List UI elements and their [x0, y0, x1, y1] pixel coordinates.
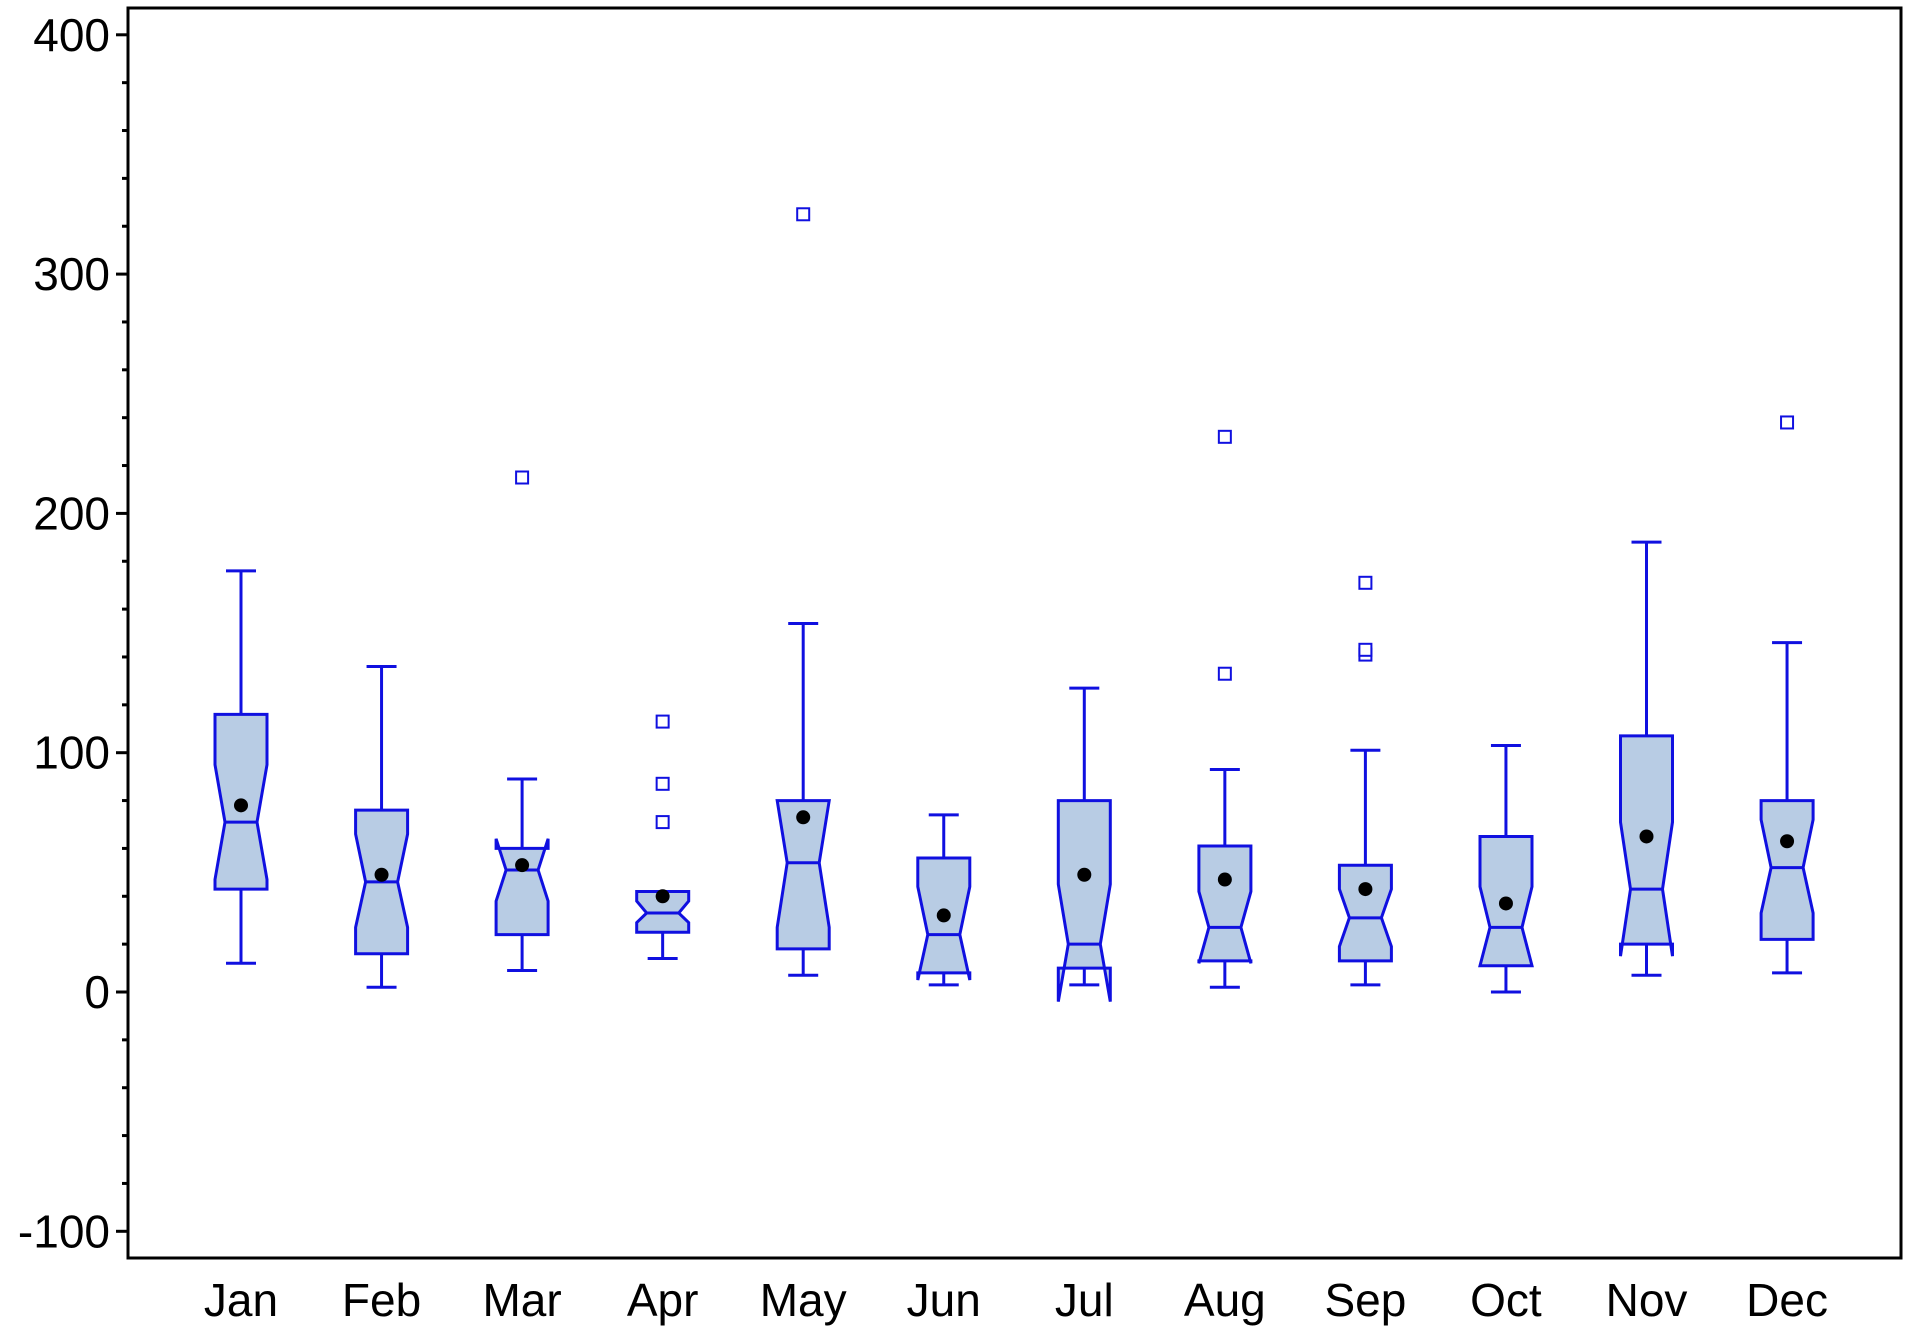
x-tick-label-aug: Aug — [1184, 1274, 1266, 1326]
notched-box — [1337, 863, 1393, 963]
y-tick-label: 300 — [33, 248, 110, 300]
mean-marker — [1498, 896, 1513, 911]
mean-marker — [1780, 834, 1795, 849]
x-tick-label-nov: Nov — [1606, 1274, 1688, 1326]
box-series — [213, 207, 1815, 1002]
x-tick-label-jun: Jun — [907, 1274, 981, 1326]
mean-marker — [234, 798, 248, 813]
mean-marker — [374, 867, 389, 882]
notched-box — [1619, 734, 1674, 957]
y-axis: 400 300 200 100 0 -100 — [18, 9, 128, 1257]
mean-marker — [655, 889, 670, 904]
outlier-marker — [1217, 666, 1232, 681]
box-mar — [494, 470, 550, 972]
mean-marker — [936, 908, 951, 923]
outlier-marker — [1780, 415, 1795, 430]
outlier-marker — [655, 714, 670, 729]
outlier-marker — [515, 470, 530, 485]
mean-marker — [1358, 882, 1373, 897]
x-axis: Jan Feb Mar Apr May Jun Jul Aug Sep Oct Nov Dec — [204, 1274, 1828, 1326]
box-may — [775, 207, 831, 977]
notched-box — [1056, 799, 1112, 1002]
x-tick-label-oct: Oct — [1470, 1274, 1542, 1326]
mean-marker — [1639, 829, 1654, 844]
x-tick-label-apr: Apr — [627, 1274, 699, 1326]
box-aug — [1197, 429, 1253, 989]
y-tick-label: 400 — [33, 9, 110, 61]
notched-box — [494, 838, 550, 937]
outlier-marker — [655, 776, 670, 791]
box-dec — [1759, 415, 1815, 975]
x-tick-label-mar: Mar — [482, 1274, 561, 1326]
box-jun — [916, 813, 972, 987]
x-tick-label-dec: Dec — [1746, 1274, 1828, 1326]
outlier-marker — [1358, 642, 1373, 657]
box-jul — [1056, 686, 1112, 1002]
y-tick-label: 0 — [84, 966, 110, 1018]
y-tick-label: 100 — [33, 727, 110, 779]
x-tick-label-feb: Feb — [342, 1274, 421, 1326]
mean-marker — [515, 858, 530, 873]
notched-box — [775, 799, 831, 951]
box-sep — [1337, 575, 1393, 987]
notched-box — [1759, 799, 1815, 941]
box-apr — [635, 714, 691, 960]
mean-marker — [796, 810, 811, 825]
mean-marker — [1217, 872, 1232, 887]
notched-box — [1197, 844, 1253, 964]
outlier-marker — [1217, 429, 1232, 444]
x-tick-label-jul: Jul — [1055, 1274, 1114, 1326]
box-feb — [354, 665, 410, 989]
mean-marker — [1077, 867, 1092, 882]
box-oct — [1478, 744, 1534, 994]
outlier-marker — [1358, 575, 1373, 590]
box-jan — [213, 569, 269, 965]
x-tick-label-jan: Jan — [204, 1274, 278, 1326]
x-tick-label-sep: Sep — [1324, 1274, 1406, 1326]
box-nov — [1619, 540, 1674, 977]
x-tick-label-may: May — [760, 1274, 847, 1326]
outlier-marker — [796, 207, 811, 222]
y-tick-label: -100 — [18, 1205, 110, 1257]
y-tick-label: 200 — [33, 487, 110, 539]
plot-frame — [126, 6, 1903, 1260]
outlier-marker — [655, 815, 670, 830]
